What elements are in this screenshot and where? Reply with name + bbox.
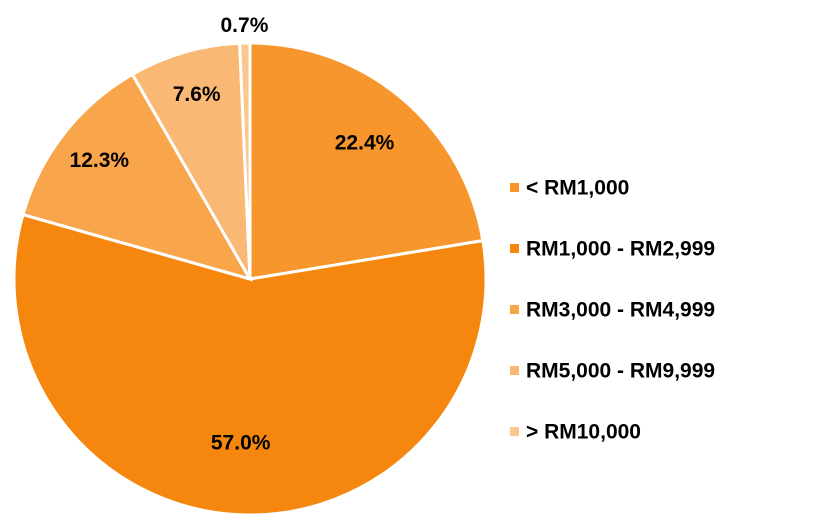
- pie-slice: [21, 72, 254, 282]
- pie-slice: [130, 41, 252, 280]
- legend-label: > RM10,000: [526, 421, 641, 444]
- legend-swatch: [510, 183, 519, 192]
- data-label: 12.3%: [70, 149, 130, 172]
- legend-label: RM1,000 - RM2,999: [526, 238, 715, 261]
- data-label: 22.4%: [335, 132, 395, 155]
- data-label: 7.6%: [173, 83, 221, 106]
- legend-swatch: [510, 244, 519, 253]
- pie-slice: [238, 41, 252, 280]
- pie-slice: [248, 41, 485, 281]
- data-label: 0.7%: [221, 14, 269, 37]
- data-label: 57.0%: [211, 431, 271, 454]
- legend-swatch: [510, 305, 519, 314]
- legend-label: < RM1,000: [526, 177, 629, 200]
- legend-swatch: [510, 427, 519, 436]
- legend-label: RM3,000 - RM4,999: [526, 299, 715, 322]
- legend-swatch: [510, 366, 519, 375]
- legend-label: RM5,000 - RM9,999: [526, 360, 715, 383]
- pie-slice: [12, 212, 488, 514]
